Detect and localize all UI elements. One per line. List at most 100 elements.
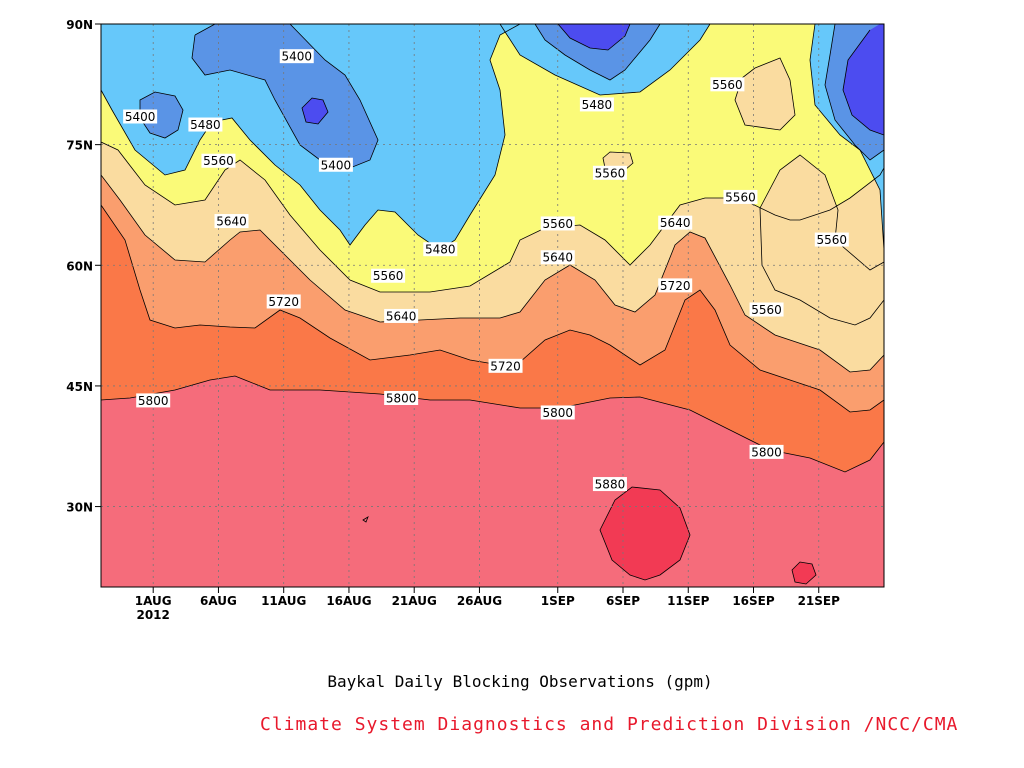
x-tick-label: 11SEP — [667, 594, 710, 608]
contour-label-text: 5480 — [425, 243, 456, 257]
contour-label-text: 5480 — [582, 98, 613, 112]
contour-label-text: 5560 — [751, 303, 782, 317]
contour-label-box — [814, 232, 849, 247]
contour-label: 5560 — [371, 268, 406, 283]
contour-label-text: 5560 — [817, 233, 848, 247]
contour-label-text: 5880 — [595, 478, 626, 492]
contour-label-box — [723, 189, 758, 204]
contour-label-box — [318, 157, 353, 172]
contour-label: 5560 — [592, 165, 627, 180]
contour-label: 5560 — [710, 77, 745, 92]
contour-label: 5400 — [279, 49, 314, 64]
contour-label-box — [279, 49, 314, 64]
contour-label-box — [658, 278, 693, 293]
contour-label-text: 5640 — [216, 215, 247, 229]
contour-label-box — [540, 250, 575, 265]
contour-label: 5800 — [136, 393, 171, 408]
contour-label: 5560 — [201, 153, 236, 168]
x-tick-label: 6AUG — [200, 594, 237, 608]
plot-frame — [100, 23, 885, 588]
y-tick-label: 60N — [66, 259, 93, 273]
contour-label-box — [384, 390, 419, 405]
band-below-5320 — [302, 98, 328, 124]
band-below-5320-c — [843, 24, 884, 135]
x-tick-label: 1SEP — [541, 594, 575, 608]
x-tick-label: 16SEP — [732, 594, 775, 608]
contour-label: 5480 — [188, 117, 223, 132]
contour-label-text: 5800 — [386, 391, 417, 405]
band-above-5880 — [600, 487, 690, 580]
contour-label-text: 5800 — [751, 445, 782, 459]
contour-label-box — [201, 153, 236, 168]
contour-label: 5560 — [814, 232, 849, 247]
contour-label-text: 5720 — [660, 279, 691, 293]
x-tick-label: 11AUG — [261, 594, 306, 608]
contour-label: 5560 — [540, 216, 575, 231]
contour-label-text: 5400 — [125, 110, 156, 124]
contour-label-text: 5560 — [595, 166, 626, 180]
contour-label-box — [540, 216, 575, 231]
contour-label-box — [488, 358, 523, 373]
contour-label: 5640 — [658, 215, 693, 230]
contour-label-text: 5800 — [542, 406, 573, 420]
credit-line: Climate System Diagnostics and Predictio… — [260, 714, 959, 735]
contour-label-text: 5640 — [386, 309, 417, 323]
contour-label: 5480 — [579, 97, 614, 112]
x-tick-label: 21AUG — [392, 594, 437, 608]
chart-caption: Baykal Daily Blocking Observations (gpm) — [327, 672, 713, 691]
band-5320-5400-b — [192, 24, 378, 168]
contour-label-box — [749, 444, 784, 459]
band-below-5320-b — [558, 24, 630, 50]
contour-label-box — [136, 393, 171, 408]
contour-label: 5800 — [749, 444, 784, 459]
contour-label-text: 5560 — [373, 269, 404, 283]
contour-label-box — [266, 294, 301, 309]
contour-label: 5640 — [540, 250, 575, 265]
contour-label-text: 5560 — [725, 190, 756, 204]
contour-label-text: 5640 — [660, 216, 691, 230]
contour-label: 5560 — [723, 189, 758, 204]
y-tick-label: 90N — [66, 18, 93, 32]
contour-label-text: 5720 — [268, 295, 299, 309]
contour-label: 5560 — [749, 302, 784, 317]
contour-label: 5480 — [423, 242, 458, 257]
y-tick-label: 45N — [66, 380, 93, 394]
y-axis: 90N 75N 60N 45N 30N — [66, 18, 101, 515]
contour-label-text: 5640 — [542, 251, 573, 265]
contour-label-text: 5720 — [490, 359, 521, 373]
y-tick-label: 30N — [66, 501, 93, 515]
contour-label: 5640 — [384, 308, 419, 323]
contour-label: 5720 — [658, 278, 693, 293]
x-tick-year: 2012 — [136, 608, 169, 622]
contour-label-text: 5560 — [203, 154, 234, 168]
contour-label-box — [592, 165, 627, 180]
contour-label: 5640 — [214, 214, 249, 229]
contour-label-text: 5480 — [190, 118, 221, 132]
contour-label-box — [371, 268, 406, 283]
contour-label-box — [188, 117, 223, 132]
contour-labels: 5400 5400 5400 5480 5480 5480 5560 5560 5560 5560… — [123, 49, 849, 492]
contour-label: 5720 — [266, 294, 301, 309]
contour-label: 5880 — [592, 477, 627, 492]
contour-label-box — [123, 109, 158, 124]
contour-label-box — [710, 77, 745, 92]
band-5320-5400-c — [535, 24, 660, 80]
contour-label-box — [749, 302, 784, 317]
x-tick-label: 1AUG — [135, 594, 172, 608]
x-tick-label: 26AUG — [457, 594, 502, 608]
contour-label-text: 5560 — [712, 78, 743, 92]
contour-label-box — [384, 308, 419, 323]
contour-label: 5800 — [384, 390, 419, 405]
contour-label-text: 5400 — [281, 50, 312, 64]
contour-label: 5800 — [540, 405, 575, 420]
contour-label: 5720 — [488, 358, 523, 373]
contour-label-text: 5560 — [542, 217, 573, 231]
x-tick-label: 21SEP — [798, 594, 841, 608]
band-above-5880-b — [792, 562, 816, 584]
band-5480-5560-pocket-c — [603, 152, 633, 170]
contour-label-box — [214, 214, 249, 229]
y-tick-label: 75N — [66, 139, 93, 153]
grid-lines — [101, 24, 884, 587]
